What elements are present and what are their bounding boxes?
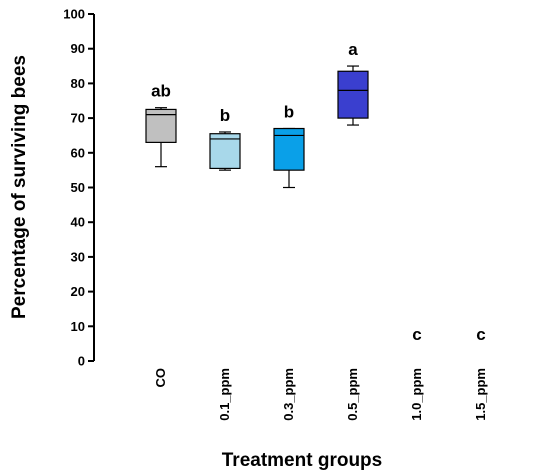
box-0.3_ppm (273, 127, 305, 189)
box-iqr (337, 70, 369, 119)
y-tick-label: 10 (71, 319, 85, 334)
y-tick-label: 40 (71, 215, 85, 230)
significance-letter: c (476, 325, 485, 344)
x-tick-label: 0.5_ppm (345, 368, 360, 421)
x-ticks: CO 0.1_ppm 0.3_ppm 0.5_ppm 1.0_ppm 1.5_ppm (153, 368, 488, 421)
y-tick-label: 0 (78, 354, 85, 369)
y-tick-label: 70 (71, 111, 85, 126)
box-iqr (273, 127, 305, 171)
significance-letter: a (348, 40, 358, 59)
x-axis-title: Treatment groups (222, 450, 382, 471)
x-tick-label: 1.0_ppm (409, 368, 424, 421)
x-tick-label: 1.5_ppm (473, 368, 488, 421)
y-tick-label: 60 (71, 145, 85, 160)
boxes (145, 65, 369, 189)
x-tick-label: 0.3_ppm (281, 368, 296, 421)
box-0.5_ppm (337, 65, 369, 126)
significance-letter: c (412, 325, 421, 344)
x-tick-label: CO (153, 368, 168, 388)
x-tick-label: 0.1_ppm (217, 368, 232, 421)
y-tick-label: 30 (71, 249, 85, 264)
y-tick-label: 100 (63, 7, 85, 22)
y-ticks: 0 10 20 30 40 50 60 70 80 90 100 (63, 7, 94, 369)
box-CO (145, 107, 177, 168)
y-tick-label: 50 (71, 180, 85, 195)
y-tick-label: 20 (71, 284, 85, 299)
y-axis-title: Percentage of surviving bees (9, 55, 30, 319)
significance-letter: b (284, 103, 294, 122)
y-tick-label: 90 (71, 41, 85, 56)
significance-letters: ab b b a c c (151, 40, 486, 344)
box-0.1_ppm (209, 131, 241, 171)
significance-letter: ab (151, 82, 171, 101)
y-tick-label: 80 (71, 76, 85, 91)
significance-letter: b (220, 106, 230, 125)
